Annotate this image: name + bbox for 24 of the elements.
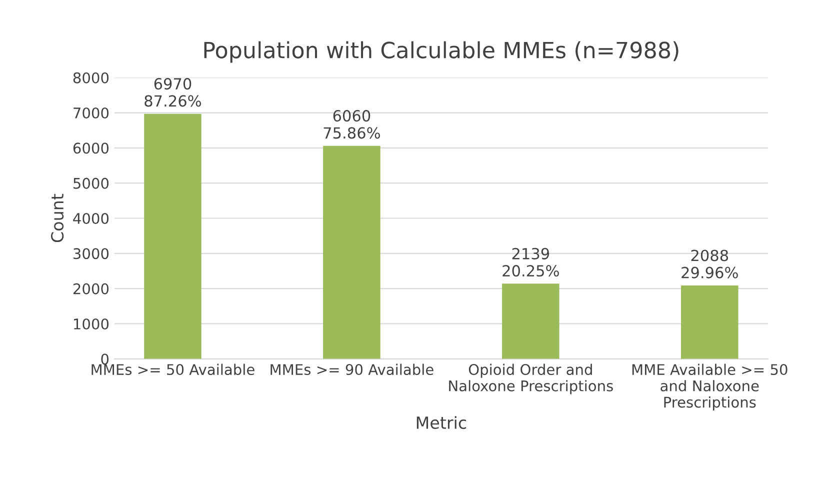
data-label: 6970 87.26% [144, 78, 202, 107]
bar [144, 114, 202, 359]
x-axis-title: Metric [416, 416, 466, 429]
bar [323, 146, 380, 359]
x-tick-label: MMEs >= 90 Available [270, 364, 434, 376]
bar [681, 285, 738, 359]
x-tick-label: MME Available >= 50 and Naloxone Prescriptions [632, 364, 788, 411]
data-label: 6060 75.86% [324, 110, 380, 139]
chart-title: Population with Calculable MMEs (n=7988) [204, 41, 678, 63]
y-tick-label: 8000 [73, 72, 109, 84]
x-tick-label: Opioid Order and Naloxone Prescriptions [449, 364, 613, 394]
data-label: 2139 20.25% [502, 248, 559, 277]
y-tick-label: 4000 [73, 212, 109, 224]
y-tick-label: 3000 [74, 248, 109, 260]
x-tick-label: MMEs >= 50 Available [92, 364, 254, 376]
y-tick-label: 1000 [74, 318, 109, 330]
bar [502, 284, 560, 359]
data-label: 2088 29.96% [682, 250, 738, 278]
y-tick-label: 6000 [73, 142, 109, 154]
y-tick-label: 7000 [74, 107, 109, 119]
y-tick-label: 0 [101, 354, 109, 365]
y-axis-title: Count [51, 194, 64, 242]
y-tick-label: 5000 [74, 178, 109, 189]
y-tick-label: 2000 [73, 283, 109, 294]
